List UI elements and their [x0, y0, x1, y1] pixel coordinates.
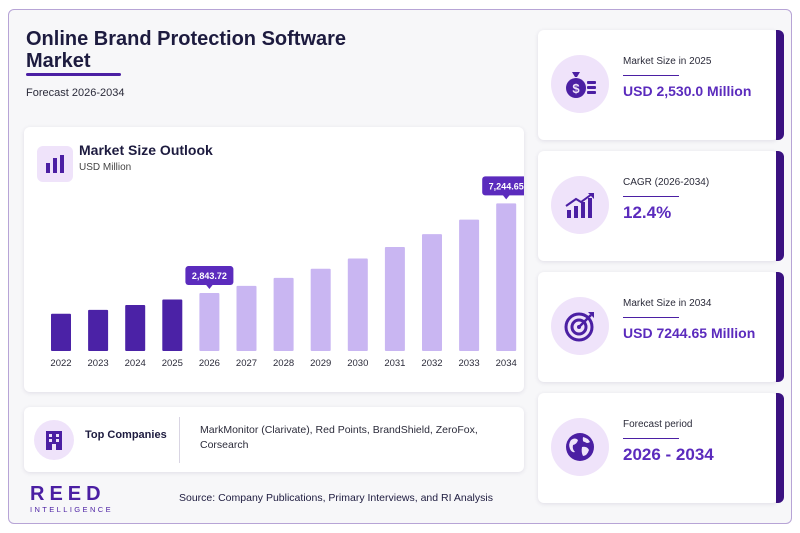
stat-underline [623, 75, 679, 76]
svg-text:$: $ [572, 81, 580, 96]
money-bag-icon: $ [551, 55, 609, 113]
source-note: Source: Company Publications, Primary In… [179, 492, 493, 504]
stat-label: Market Size in 2025 [623, 56, 712, 67]
x-tick-label: 2032 [421, 358, 442, 369]
bar-2030 [347, 258, 368, 351]
target-icon [551, 297, 609, 355]
chart-unit: USD Million [79, 162, 132, 173]
stat-card-market-size-2034: Market Size in 2034 USD 7244.65 Million [538, 272, 784, 382]
stat-label: Market Size in 2034 [623, 298, 712, 309]
bar-chart-icon [37, 146, 73, 182]
page-subtitle: Forecast 2026-2034 [26, 87, 125, 99]
bar-2024 [125, 304, 146, 351]
logo-main-text: REED [30, 483, 106, 505]
growth-chart-icon [551, 176, 609, 234]
data-label-2034: 7,244.65 [482, 176, 524, 200]
x-tick-label: 2022 [50, 358, 71, 369]
x-tick-label: 2023 [88, 358, 109, 369]
chart-card: Market Size Outlook USD Million 2022 2023… [24, 127, 524, 392]
stat-card-cagr: CAGR (2026-2034) 12.4% [538, 151, 784, 261]
bar-2025 [162, 299, 183, 351]
page-title: Online Brand Protection Software Market [26, 28, 347, 72]
stat-label: Forecast period [623, 419, 693, 430]
bar-2028 [273, 277, 294, 351]
bar-2034 [496, 203, 517, 351]
bar-2027 [236, 285, 257, 351]
stat-label: CAGR (2026-2034) [623, 177, 710, 188]
svg-text:2,843.72: 2,843.72 [192, 271, 227, 281]
stat-card-forecast-period: Forecast period 2026 - 2034 [538, 393, 784, 503]
bar-2033 [459, 219, 480, 351]
x-tick-label: 2028 [273, 358, 294, 369]
divider [179, 417, 180, 463]
stat-card-market-size-2025: $ Market Size in 2025 USD 2,530.0 Millio… [538, 30, 784, 140]
data-label-2026: 2,843.72 [185, 266, 234, 290]
logo-sub-text: INTELLIGENCE [30, 505, 113, 514]
stat-underline [623, 438, 679, 439]
x-tick-label: 2034 [496, 358, 517, 369]
x-tick-label: 2026 [199, 358, 220, 369]
top-companies-label: Top Companies [85, 429, 167, 441]
x-tick-label: 2025 [162, 358, 183, 369]
x-tick-label: 2033 [459, 358, 480, 369]
bar-2032 [422, 234, 442, 351]
bar-2023 [88, 309, 109, 351]
x-tick-label: 2031 [384, 358, 405, 369]
building-icon [34, 420, 74, 460]
stat-value: USD 2,530.0 Million [623, 83, 752, 99]
bar-2029 [310, 268, 331, 351]
bar-2026 [199, 293, 220, 351]
chart-title: Market Size Outlook [79, 142, 213, 158]
svg-text:7,244.65: 7,244.65 [489, 181, 524, 191]
stat-value: 2026 - 2034 [623, 445, 714, 464]
x-tick-label: 2030 [347, 358, 368, 369]
brand-logo: REED INTELLIGENCE [30, 484, 113, 514]
stat-underline [623, 196, 679, 197]
title-underline [26, 73, 121, 76]
x-tick-label: 2024 [125, 358, 146, 369]
stat-underline [623, 317, 679, 318]
x-tick-label: 2027 [236, 358, 257, 369]
bar-2031 [384, 247, 405, 351]
globe-icon [551, 418, 609, 476]
top-companies-card: Top Companies MarkMonitor (Clarivate), R… [24, 407, 524, 472]
bar-chart: 2022 2023 2024 2025 2026 2027 2028 2029 2030 2031… [50, 176, 524, 369]
stat-value: USD 7244.65 Million [623, 325, 756, 341]
stat-value: 12.4% [623, 203, 672, 222]
bar-2022 [51, 313, 71, 351]
x-tick-label: 2029 [310, 358, 331, 369]
top-companies-list: MarkMonitor (Clarivate), Red Points, Bra… [200, 424, 478, 451]
